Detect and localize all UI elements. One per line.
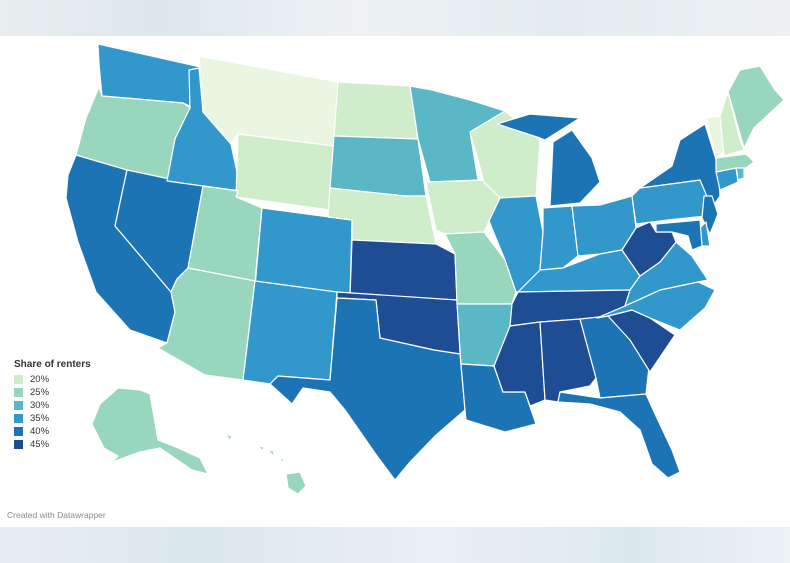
legend-label: 45%	[30, 439, 50, 450]
map-panel: Created with Datawrapper	[0, 36, 790, 527]
top-backdrop-band	[0, 0, 790, 36]
state-ME[interactable]	[727, 65, 785, 149]
state-FL[interactable]	[557, 391, 681, 479]
legend-swatch	[14, 414, 23, 423]
legend-label: 20%	[30, 374, 50, 385]
state-MO[interactable]	[444, 231, 517, 305]
legend-item: 40%	[14, 425, 124, 438]
us-choropleth-map	[65, 43, 785, 495]
legend-item: 45%	[14, 438, 124, 451]
state-IN[interactable]	[539, 205, 579, 271]
legend-item: 25%	[14, 386, 124, 399]
legend-label: 35%	[30, 413, 50, 424]
state-MA[interactable]	[715, 153, 755, 173]
state-VA[interactable]	[624, 241, 709, 307]
state-TX[interactable]	[269, 297, 466, 481]
legend-label: 25%	[30, 387, 50, 398]
legend-item: 30%	[14, 399, 124, 412]
state-AK[interactable]	[91, 387, 209, 477]
state-AZ[interactable]	[157, 267, 256, 381]
state-ND[interactable]	[333, 81, 419, 140]
credit-text: Created with Datawrapper	[7, 510, 106, 520]
legend-swatch	[14, 440, 23, 449]
state-NH[interactable]	[719, 91, 745, 157]
state-KS[interactable]	[349, 239, 458, 301]
legend: Share of renters 20% 25% 30% 35% 40% 45%	[14, 359, 124, 451]
legend-swatch	[14, 375, 23, 384]
legend-label: 40%	[30, 426, 50, 437]
state-WY[interactable]	[235, 133, 335, 211]
legend-item: 20%	[14, 373, 124, 386]
legend-label: 30%	[30, 400, 50, 411]
state-IA[interactable]	[425, 179, 501, 235]
legend-item: 35%	[14, 412, 124, 425]
legend-title: Share of renters	[14, 359, 91, 370]
state-NM[interactable]	[242, 280, 338, 385]
legend-swatch	[14, 388, 23, 397]
state-SD[interactable]	[329, 135, 427, 197]
state-MI[interactable]	[496, 113, 601, 207]
legend-swatch	[14, 401, 23, 410]
legend-swatch	[14, 427, 23, 436]
state-MD[interactable]	[655, 219, 703, 251]
bottom-backdrop-band	[0, 527, 790, 563]
state-HI[interactable]	[225, 433, 307, 495]
